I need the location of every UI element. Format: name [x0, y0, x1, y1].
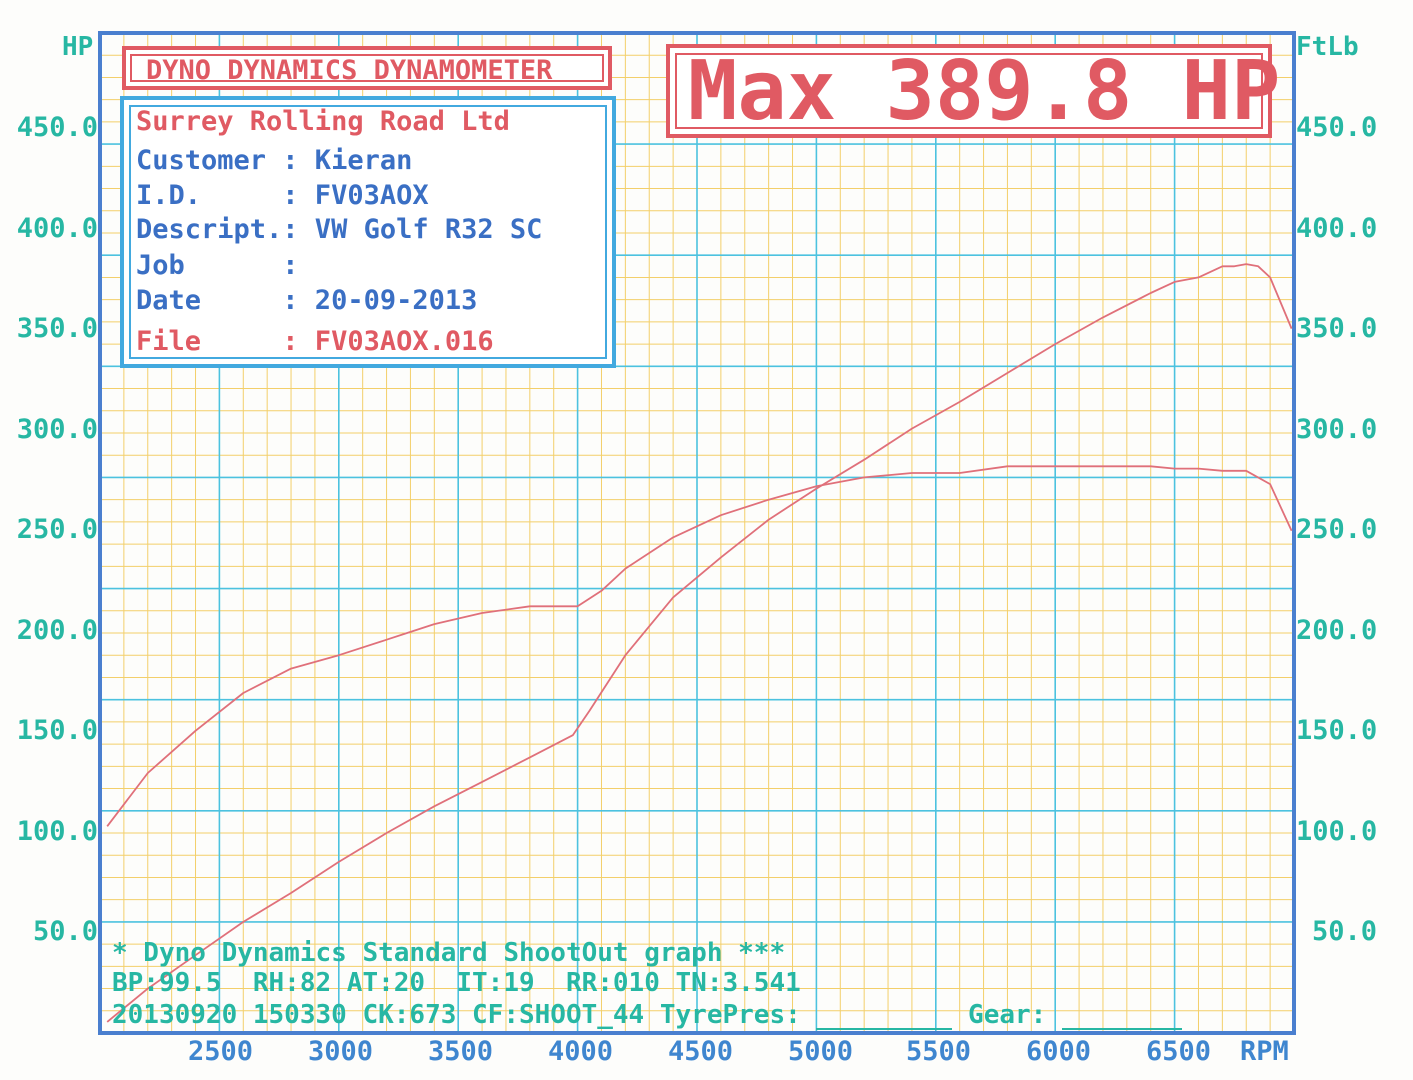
gear-blank [1061, 1006, 1182, 1030]
y-tick-left: 350.0 [16, 313, 98, 344]
description-line: Descript.: VW Golf R32 SC [136, 214, 543, 245]
torque-curve [106, 465, 1293, 827]
x-tick: 4000 [548, 1036, 614, 1067]
y-tick-right: 350.0 [1296, 313, 1378, 344]
max-hp-box: Max 389.8 HP [666, 44, 1280, 139]
y-tick-left: 400.0 [16, 213, 98, 244]
x-tick: 4500 [668, 1036, 734, 1067]
y-tick-right: 300.0 [1296, 414, 1378, 445]
job-line: Job : [136, 250, 299, 281]
footer-line-2: BP:99.5 RH:82 AT:20 IT:19 RR:010 TN:3.54… [112, 968, 801, 998]
dyno-title-box: DYNO DYNAMICS DYNAMOMETER [122, 46, 612, 90]
run-info-box: Surrey Rolling Road Ltd Customer : Kiera… [120, 96, 616, 368]
y-tick-right: 50.0 [1312, 916, 1378, 947]
y-tick-right: 250.0 [1296, 514, 1378, 545]
company-name: Surrey Rolling Road Ltd [136, 106, 510, 137]
y-left-unit: HP [62, 32, 94, 62]
x-tick: 3500 [428, 1036, 494, 1067]
y-tick-left: 250.0 [16, 514, 98, 545]
x-unit-label: RPM [1240, 1036, 1289, 1067]
x-tick: 2500 [188, 1036, 254, 1067]
y-right-unit: FtLb [1296, 32, 1359, 62]
date-line: Date : 20-09-2013 [136, 285, 478, 316]
id-line: I.D. : FV03AOX [136, 180, 429, 211]
y-tick-left: 450.0 [16, 112, 98, 143]
footer-line-1: * Dyno Dynamics Standard ShootOut graph … [112, 938, 786, 968]
x-tick: 6500 [1146, 1036, 1212, 1067]
y-tick-left: 300.0 [16, 414, 98, 445]
customer-line: Customer : Kieran [136, 145, 413, 176]
footer-line-3-text: 20130920 150330 CK:673 CF:SHOOT_44 TyreP… [112, 1000, 817, 1030]
x-tick: 5000 [788, 1036, 854, 1067]
y-tick-left: 150.0 [16, 715, 98, 746]
y-tick-right: 100.0 [1296, 816, 1378, 847]
y-tick-right: 400.0 [1296, 213, 1378, 244]
y-tick-left: 50.0 [32, 916, 98, 947]
file-line: File : FV03AOX.016 [136, 326, 494, 357]
info-box-inner-border [129, 105, 607, 359]
tyre-pressure-blank [816, 1006, 953, 1030]
y-tick-right: 450.0 [1296, 112, 1378, 143]
plot-border [98, 31, 1296, 1035]
y-tick-right: 150.0 [1296, 715, 1378, 746]
y-tick-right: 200.0 [1296, 615, 1378, 646]
max-hp-label: Max 389.8 HP [688, 44, 1281, 139]
footer-line-3: 20130920 150330 CK:673 CF:SHOOT_44 TyreP… [112, 1000, 1182, 1030]
x-tick: 5500 [906, 1036, 972, 1067]
y-tick-left: 100.0 [16, 816, 98, 847]
max-box-inner-border [675, 53, 1263, 129]
gear-label: Gear: [952, 1000, 1062, 1030]
chart-title: DYNO DYNAMICS DYNAMOMETER [146, 55, 553, 86]
power-curve [106, 263, 1293, 1023]
y-tick-left: 200.0 [16, 615, 98, 646]
x-tick: 6000 [1026, 1036, 1092, 1067]
series-layer [106, 263, 1293, 1023]
x-tick: 3000 [308, 1036, 374, 1067]
title-box-inner-border [130, 54, 604, 82]
